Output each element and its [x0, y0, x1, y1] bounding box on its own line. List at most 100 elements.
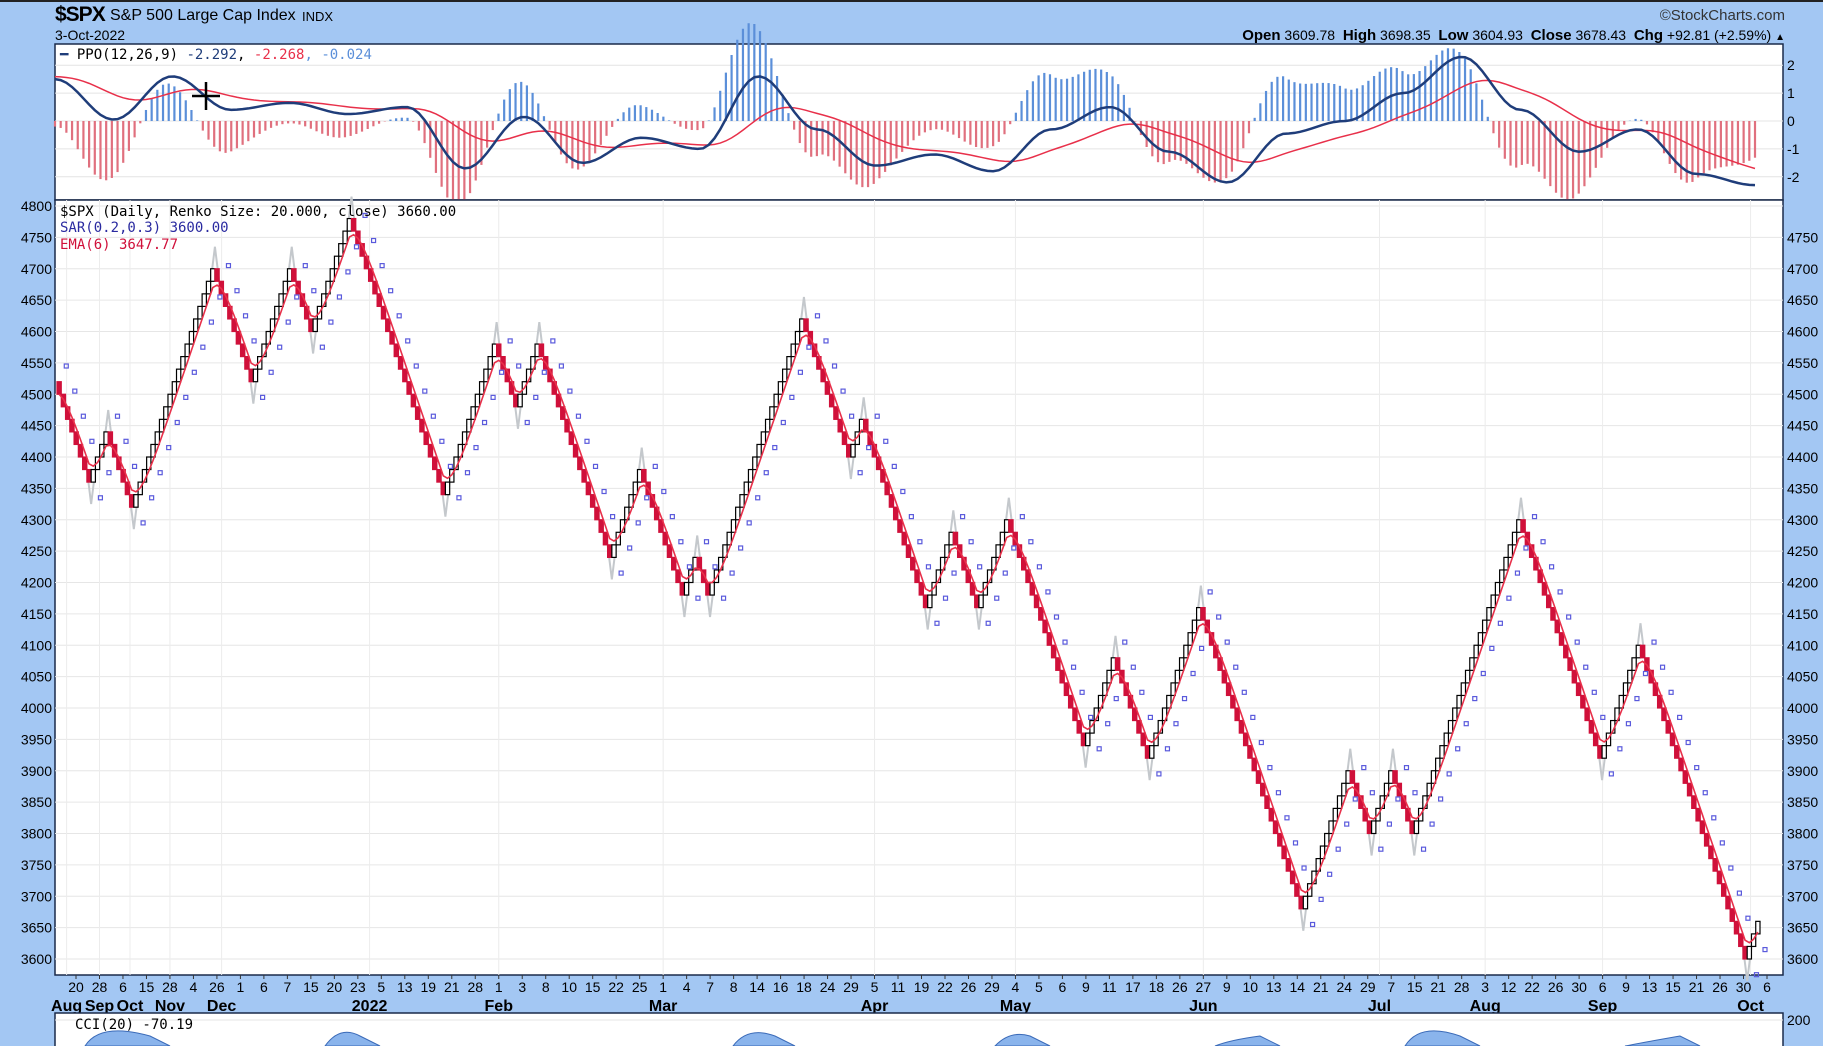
date-tick-label: 18 [796, 979, 812, 995]
renko-brick-up [799, 318, 805, 333]
price-legend: $SPX (Daily, Renko Size: 20.000, close) … [60, 204, 456, 220]
renko-brick-up [282, 280, 289, 295]
sar-dot [1583, 664, 1589, 670]
date-tick-label: 14 [1289, 979, 1305, 995]
renko-brick-up [756, 443, 762, 458]
price-tick-right: 4750 [1787, 229, 1818, 245]
date-tick-label: 26 [1172, 979, 1188, 995]
sar-dot [900, 488, 906, 495]
sar-dot [1224, 639, 1230, 645]
sar-dot [1480, 670, 1486, 677]
price-tick-right: 4450 [1787, 418, 1818, 434]
renko-brick-up [995, 544, 1001, 558]
renko-brick-down [393, 343, 400, 358]
renko-brick-down [1221, 669, 1228, 684]
renko-brick-up [1755, 920, 1761, 935]
sar-dot [1395, 796, 1401, 802]
price-tick-right: 3650 [1787, 920, 1818, 936]
sar-dot [1702, 790, 1708, 796]
sar-dot [481, 419, 488, 426]
renko-brick-down [1656, 694, 1663, 709]
renko-brick-down [662, 531, 668, 546]
date-tick-label: 30 [1571, 979, 1587, 995]
renko-brick-down [841, 431, 848, 446]
renko-brick-down [496, 343, 502, 358]
renko-brick-up [150, 443, 156, 458]
renko-brick-down [402, 368, 408, 383]
sar-dot [1335, 846, 1341, 852]
symbol: $SPX [55, 3, 106, 26]
renko-brick-down [875, 456, 882, 471]
sar-dot [635, 520, 641, 526]
sar-dot [1412, 790, 1418, 796]
chg-value: +92.81 (+2.59%) [1666, 27, 1772, 43]
renko-brick-down [1059, 669, 1065, 684]
close-value: 3678.43 [1575, 27, 1627, 43]
price-tick-right: 4550 [1787, 355, 1818, 371]
renko-brick-up [735, 506, 741, 521]
sar-dot [1455, 746, 1461, 752]
ppo-legend: ━ PPO(12,26,9) -2.292, -2.268, -0.024 [59, 47, 372, 63]
renko-brick-down [1242, 732, 1249, 747]
renko-brick-down [675, 569, 681, 584]
renko-brick-up [752, 456, 758, 471]
cci-area-peak [324, 1031, 381, 1046]
sar-dot [1762, 946, 1768, 953]
sar-legend: SAR(0.2,0.3) 3600.00 [60, 220, 229, 236]
date-tick-label: 22 [937, 979, 953, 995]
cci-area-peak [1214, 1035, 1281, 1046]
renko-brick-up [743, 481, 750, 496]
price-tick-right: 3750 [1787, 857, 1818, 873]
renko-brick-down [1217, 657, 1223, 671]
price-tick-right: 4000 [1787, 700, 1818, 716]
sar-dot [1463, 721, 1469, 727]
date-tick-label: 23 [350, 979, 366, 995]
low-value: 3604.93 [1472, 27, 1523, 43]
month-label: Sep [1588, 998, 1618, 1015]
sar-dot [840, 388, 846, 394]
renko-brick-up [1170, 682, 1176, 697]
chart-date: 3-Oct-2022 [55, 27, 126, 43]
open-value: 3609.78 [1284, 27, 1336, 43]
price-tick-right: 4100 [1787, 637, 1818, 653]
renko-brick-down [606, 544, 613, 558]
sar-dot [131, 463, 138, 470]
renko-brick-down [1277, 832, 1283, 847]
date-tick-label: 20 [68, 979, 84, 995]
renko-brick-up [1187, 632, 1193, 646]
renko-brick-up [184, 343, 190, 358]
date-tick-label: 13 [1266, 979, 1282, 995]
sar-dot [985, 620, 991, 626]
renko-brick-up [333, 255, 340, 270]
ppo-line [54, 55, 1756, 187]
renko-brick-down [803, 318, 809, 333]
sar-dot [234, 288, 240, 294]
renko-brick-down [427, 443, 434, 458]
sar-dot [1190, 670, 1196, 677]
month-label: Nov [155, 998, 185, 1015]
sar-dot [797, 369, 803, 375]
renko-brick-up [470, 406, 476, 420]
price-tick-left: 3600 [21, 951, 52, 967]
sar-dot [1574, 639, 1580, 645]
renko-brick-up [1464, 669, 1471, 684]
renko-brick-up [628, 494, 634, 508]
low-label: Low [1438, 27, 1469, 44]
renko-brick-down [577, 456, 583, 471]
price-tick-left: 4450 [21, 418, 52, 434]
renko-brick-down [1703, 832, 1710, 847]
date-tick-label: 1 [659, 979, 667, 995]
price-tick-left: 4200 [21, 575, 52, 591]
renko-brick-up [1477, 632, 1484, 646]
renko-brick-up [1430, 770, 1437, 784]
sar-dot [499, 369, 505, 375]
renko-brick-down [513, 393, 519, 408]
sar-dot [242, 313, 249, 319]
sar-dot [1719, 840, 1725, 846]
renko-brick-down [1665, 719, 1671, 734]
cci-area-peak [1624, 1035, 1701, 1046]
sar-dot [857, 470, 863, 476]
chg-label: Chg [1633, 27, 1664, 44]
renko-brick-up [1302, 895, 1309, 910]
